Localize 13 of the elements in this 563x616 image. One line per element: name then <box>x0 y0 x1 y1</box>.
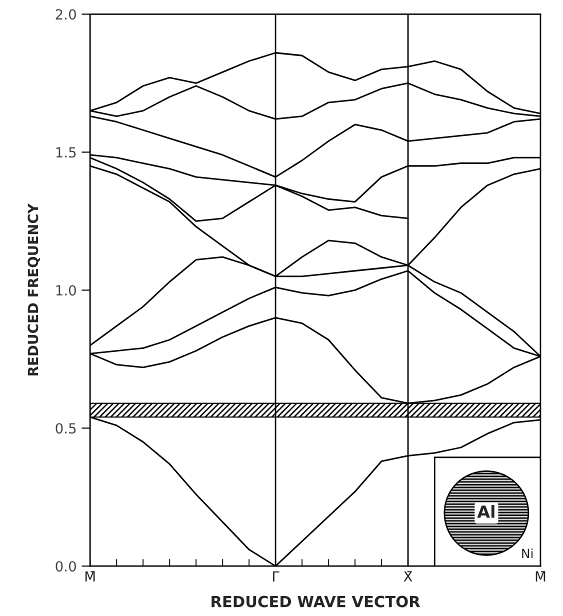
x-tick-label: Γ <box>273 571 280 582</box>
y-tick-label: 0.0 <box>56 561 76 572</box>
y-tick-label: 1.5 <box>56 147 76 158</box>
annotation: Ni <box>522 548 533 558</box>
y-tick-label: 0.5 <box>56 423 76 434</box>
x-tick-label: X̄ <box>404 571 412 582</box>
y-tick-label: 1.0 <box>56 285 76 296</box>
x-tick-label: M̄ <box>536 571 546 582</box>
y-axis-title: REDUCED FREQUENCY <box>28 203 40 376</box>
annotation: Al <box>477 505 494 518</box>
x-tick-label: M̄ <box>85 571 95 582</box>
y-tick-label: 2.0 <box>56 9 76 20</box>
x-axis-title: REDUCED WAVE VECTOR <box>212 596 420 608</box>
